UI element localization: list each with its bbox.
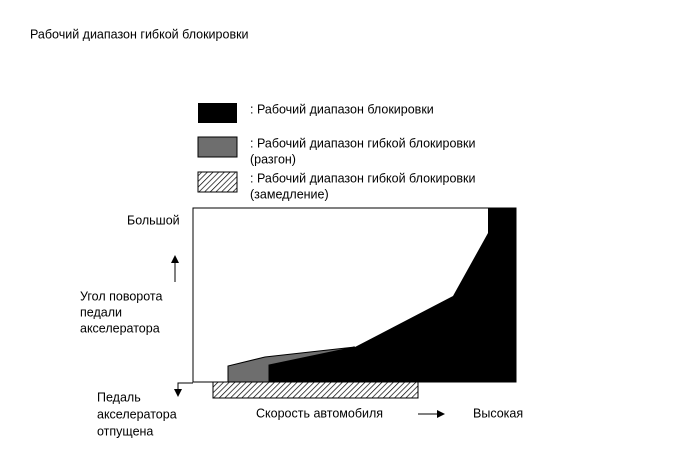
- y-label: Угол поворота: [80, 289, 162, 303]
- y-label: педали: [80, 305, 122, 319]
- legend-label: : Рабочий диапазон гибкой блокировки: [250, 136, 475, 150]
- y-label: акселератора: [80, 321, 160, 335]
- legend-label: (разгон): [250, 152, 296, 166]
- flex-decel-area: [212, 381, 419, 399]
- legend-swatch: [197, 136, 238, 158]
- legend-label: : Рабочий диапазон блокировки: [250, 102, 434, 116]
- y-top-label: Большой: [127, 213, 180, 227]
- legend-label: (замедление): [250, 187, 329, 201]
- x-label: Скорость автомобиля: [256, 406, 383, 420]
- legend-swatch: [198, 103, 237, 123]
- legend-swatch: [197, 171, 238, 193]
- release-arrow: [174, 382, 193, 397]
- y-bottom-label: акселератора: [97, 407, 177, 421]
- legend-label: : Рабочий диапазон гибкой блокировки: [250, 171, 475, 185]
- y-bottom-label: отпущена: [97, 424, 153, 438]
- title: Рабочий диапазон гибкой блокировки: [30, 27, 249, 41]
- lockup-area: [269, 208, 516, 382]
- y-bottom-label: Педаль: [97, 390, 141, 404]
- x-end-label: Высокая: [473, 406, 523, 420]
